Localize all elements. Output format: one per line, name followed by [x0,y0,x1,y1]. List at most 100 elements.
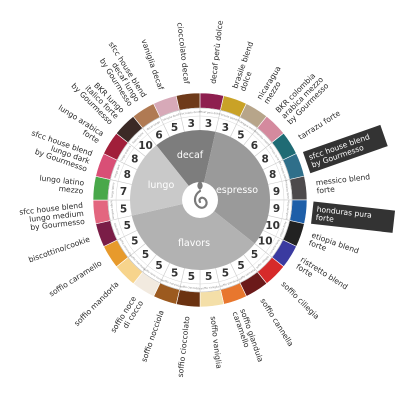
number-ring-divider [159,262,170,284]
number-ring-divider [116,159,138,170]
intensity-number: 5 [120,203,127,215]
number-ring-divider [110,179,132,185]
micro-capsule-label: lungo latino [110,182,116,198]
number-ring-divider [142,254,157,273]
number-ring-divider [215,268,221,290]
capsule-label-highlight [302,124,388,174]
number-ring-divider [127,243,146,258]
number-ring-divider [142,127,157,146]
capsule-name-line: biscottino/cookie [27,234,91,264]
number-ring-divider [268,179,290,185]
flame-icon [197,180,203,190]
number-ring-divider [243,254,258,273]
micro-capsule-label: soffio vaniglia [201,284,220,290]
intensity-number: 9 [273,186,280,198]
number-ring-divider [179,110,185,132]
intensity-number: 8 [131,154,138,166]
micro-capsule-label: honduras forte [284,200,290,220]
center-label-lungo: lungo [148,180,175,191]
intensity-number: 5 [124,220,131,232]
intensity-number: 5 [155,260,162,272]
intensity-number: 8 [124,169,131,181]
capsule-name-label: vaniglia decaf [139,38,165,91]
capsule-name-label: decaf perù dolce [209,20,225,85]
intensity-number: 10 [138,140,153,152]
intensity-number: 10 [258,236,273,248]
number-ring-divider [117,230,138,241]
capsule-color-segment [289,199,308,225]
capsule-name-line: cioccolato decaf [175,22,191,85]
micro-ring-boundary [115,115,285,285]
intensity-number: 3 [222,122,229,134]
micro-capsule-label: messico forte [284,181,290,199]
capsule-name-line: mezzo [58,184,84,196]
capsule-name-line: forte [316,184,335,195]
capsule-name-line: soffio cannella [258,297,295,348]
number-ring-divider [268,215,290,221]
intensity-number: 6 [251,140,258,152]
capsule-name-label: soffio cioccolato [176,315,192,377]
intensity-number: 8 [269,169,276,181]
capsule-name-line: soffio nocciola [139,309,165,363]
number-ring-divider [254,243,273,258]
capsule-name-line: soffio caramello [47,258,103,298]
intensity-number: 5 [142,249,149,261]
micro-capsule-label: brasile blend [220,112,237,121]
intensity-number: 5 [188,271,195,283]
number-ring-divider [262,159,283,170]
capsule-name-line: soffio ciliegia [280,280,322,322]
intensity-number: 5 [237,129,244,141]
intensity-number: 5 [205,271,212,283]
micro-capsule-label: biscottino [113,222,121,236]
capsule-name-label: soffio caramello [47,258,103,298]
center-label-espresso: espresso [216,185,258,196]
number-ring-divider [243,127,258,146]
capsule-name-line: soffio vaniglia [209,316,224,369]
number-ring-divider [230,262,241,283]
intensity-number: 9 [273,203,280,215]
capsule-name-label: cioccolato decaf [175,22,191,85]
intensity-number: 5 [171,267,178,279]
micro-capsule-label: vaniglia decaf [162,112,181,122]
intensity-number: 7 [120,186,127,198]
number-ring-divider [262,230,284,241]
number-ring-divider [230,116,241,138]
capsule-color-segment [92,199,111,225]
micro-capsule-label: lungo medium [110,200,116,220]
number-ring-divider [254,142,273,157]
intensity-number: 5 [251,249,258,261]
number-ring-divider [159,117,170,138]
intensity-number: 8 [262,154,269,166]
center-label-decaf: decaf [177,150,204,161]
capsule-name-label: soffio vaniglia [209,316,224,369]
micro-capsule-label: etiopia forte [279,220,288,237]
swirl-icon [193,189,208,209]
capsule-name-label: soffio ciliegia [280,280,322,322]
capsule-color-segment [175,92,201,111]
micro-capsule-label: cioccolato decaf [179,109,200,115]
intensity-number: 3 [205,118,212,130]
intensity-number: 5 [131,236,138,248]
micro-capsule-label: soffio cioccolato [180,284,202,290]
capsule-name-label: soffio nocciola [139,309,165,363]
intensity-number: 5 [237,260,244,272]
micro-capsule-label: soffio nocciola [162,278,181,288]
micro-capsule-label: sfcc house blend [278,160,289,182]
capsule-color-segment [92,175,111,201]
center-label-flavors: flavors [178,238,210,249]
capsule-color-segment [289,175,308,201]
intensity-number: 10 [265,220,280,232]
number-ring-divider [215,110,221,132]
capsule-name-label: soffio cannella [258,297,295,348]
capsule-color-segment [199,92,225,111]
center-segment-flavors [131,200,255,271]
number-ring-divider [127,142,146,157]
